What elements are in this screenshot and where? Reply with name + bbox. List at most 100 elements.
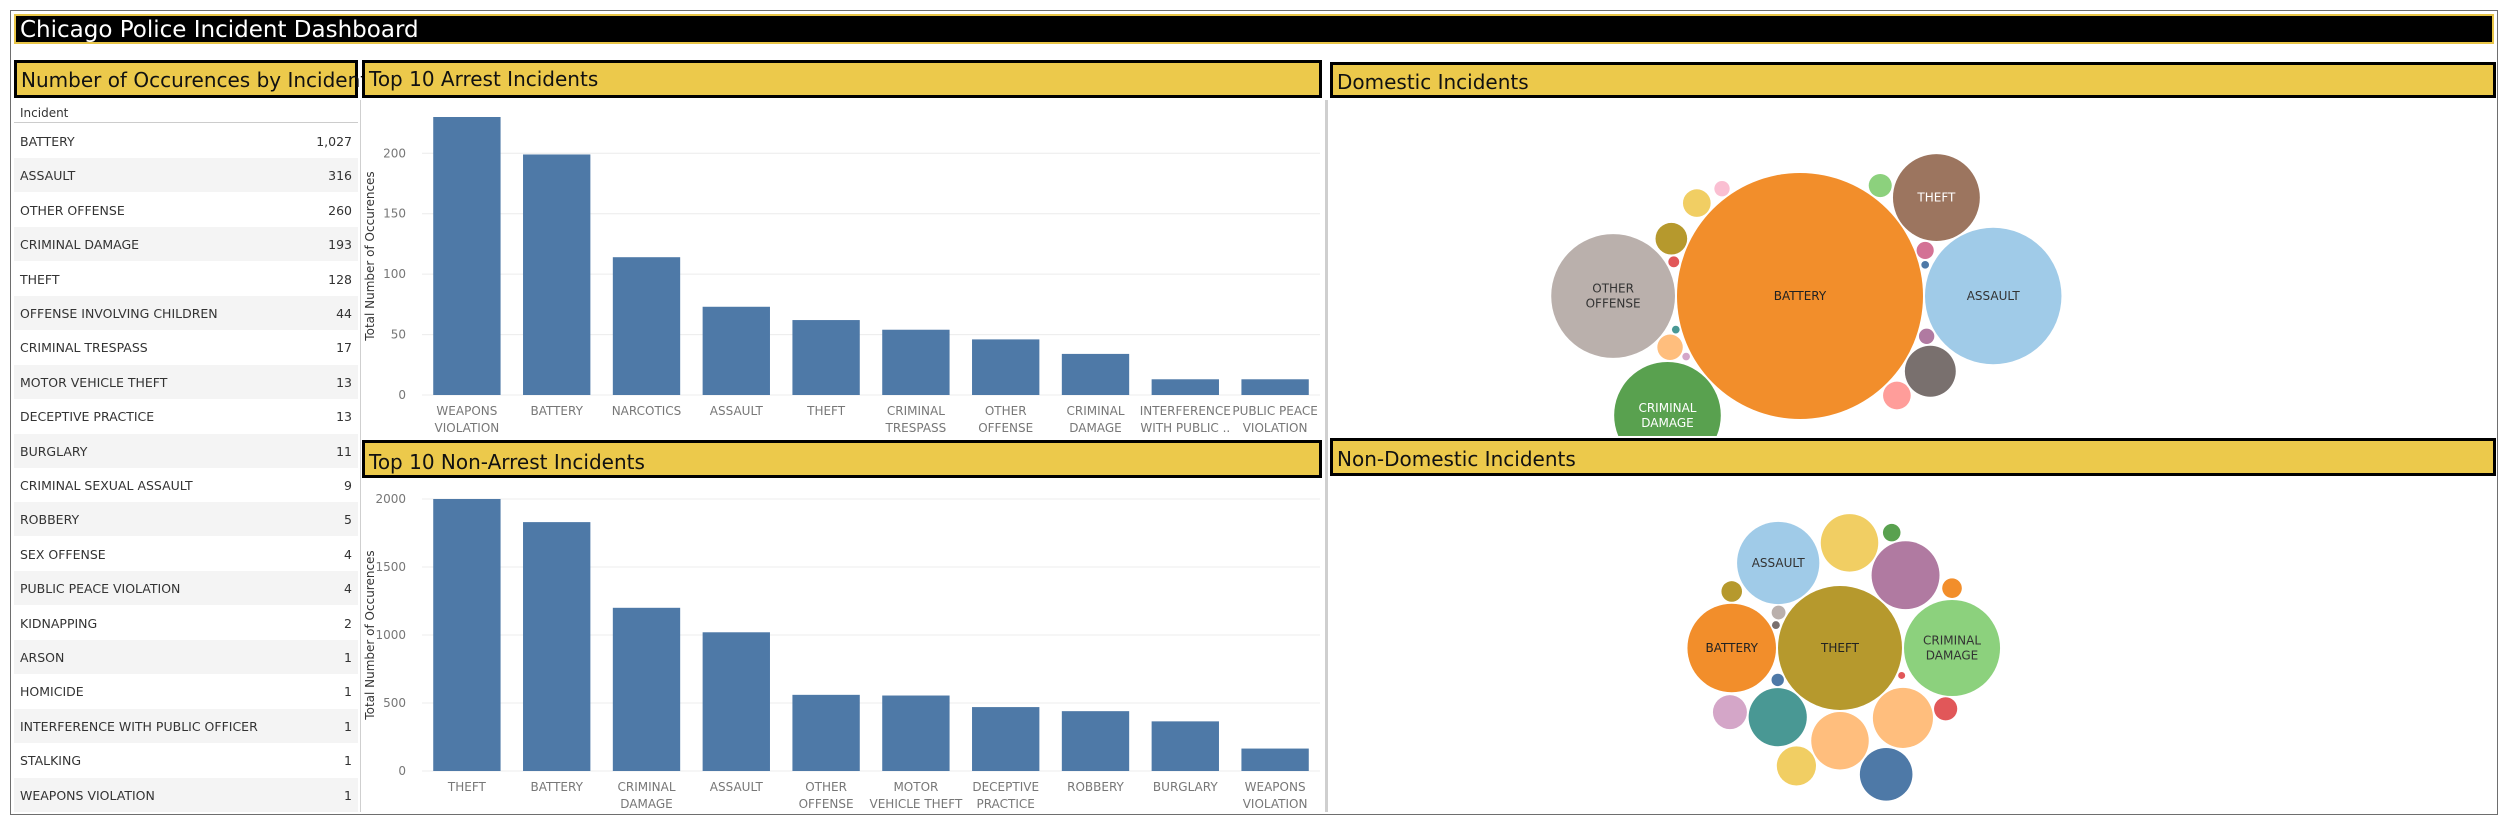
bar[interactable] — [882, 695, 950, 771]
bubble[interactable] — [1925, 227, 2062, 365]
table-row: BATTERY 1,027 — [14, 124, 358, 158]
bar[interactable] — [792, 320, 860, 395]
x-tick-label: DAMAGE — [1069, 421, 1121, 435]
table-row: WEAPONS VIOLATION 1 — [14, 777, 358, 812]
bubble[interactable] — [1655, 222, 1688, 255]
bar[interactable] — [433, 499, 501, 771]
bubble[interactable] — [1921, 260, 1930, 269]
x-tick-label: CRIMINAL — [887, 404, 945, 418]
bar[interactable] — [1151, 721, 1219, 771]
bar[interactable] — [523, 154, 591, 395]
x-tick-label: OFFENSE — [799, 797, 854, 810]
table-row: BURGLARY 11 — [14, 433, 358, 468]
x-tick-label: VIOLATION — [1243, 797, 1308, 810]
x-tick-label: ASSAULT — [710, 404, 764, 418]
incident-column-header: Incident — [20, 106, 69, 120]
bubble[interactable] — [1778, 586, 1902, 710]
bubble[interactable] — [1682, 189, 1711, 217]
occurrences-panel-header: Number of Occurences by Incident — [14, 60, 368, 98]
bubble[interactable] — [1776, 746, 1816, 786]
table-row: MOTOR VEHICLE THEFT 13 — [14, 364, 358, 399]
occurrences-panel-title: Number of Occurences by Incident — [21, 68, 369, 92]
incident-count: 1 — [344, 753, 352, 769]
bubble[interactable] — [1614, 362, 1721, 436]
bubble[interactable] — [1551, 234, 1675, 358]
bubble[interactable] — [1904, 345, 1956, 397]
bar[interactable] — [702, 632, 770, 771]
bubble[interactable] — [1871, 541, 1940, 610]
bar[interactable] — [702, 306, 770, 395]
table-row: DECEPTIVE PRACTICE 13 — [14, 399, 358, 433]
bar[interactable] — [612, 257, 681, 395]
bubble[interactable] — [1682, 352, 1690, 361]
x-tick-label: WEAPONS — [436, 404, 497, 418]
y-tick-label: 50 — [391, 328, 406, 342]
bar[interactable] — [1061, 711, 1130, 771]
bar[interactable] — [792, 694, 860, 771]
x-tick-label: DECEPTIVE — [972, 780, 1039, 794]
bubble[interactable] — [1748, 688, 1807, 747]
incident-count: 44 — [336, 306, 352, 321]
bubble[interactable] — [1904, 599, 2001, 697]
x-tick-label: OTHER — [805, 780, 847, 794]
y-tick-label: 0 — [398, 764, 406, 778]
bubble[interactable] — [1820, 514, 1879, 572]
bar[interactable] — [1061, 353, 1130, 395]
x-tick-label: PRACTICE — [977, 797, 1035, 810]
table-row: HOMICIDE 1 — [14, 674, 358, 708]
incident-label: SEX OFFENSE — [20, 546, 106, 562]
bubble[interactable] — [1721, 581, 1743, 602]
bubble[interactable] — [1677, 173, 1923, 419]
bubble[interactable] — [1668, 256, 1680, 268]
bar[interactable] — [433, 117, 501, 395]
bar[interactable] — [1151, 379, 1219, 395]
bubble[interactable] — [1687, 603, 1776, 693]
x-tick-label: NARCOTICS — [612, 404, 682, 418]
bubble[interactable] — [1942, 578, 1962, 598]
bar[interactable] — [523, 522, 591, 771]
bubble[interactable] — [1714, 180, 1730, 197]
table-row: OFFENSE INVOLVING CHILDREN 44 — [14, 296, 358, 330]
y-axis-label: Total Number of Occurences — [363, 550, 377, 720]
incident-label: CRIMINAL DAMAGE — [20, 237, 140, 253]
incident-label: DECEPTIVE PRACTICE — [20, 409, 155, 425]
bubble[interactable] — [1898, 671, 1906, 679]
bubble[interactable] — [1882, 523, 1901, 542]
bubble[interactable] — [1771, 621, 1780, 630]
bubble[interactable] — [1868, 174, 1892, 198]
bubble-label: OFFENSE — [1586, 297, 1641, 311]
y-tick-label: 1500 — [375, 560, 406, 574]
table-row: ARSON 1 — [14, 640, 358, 674]
bubble[interactable] — [1811, 712, 1869, 770]
x-tick-label: CRIMINAL — [1066, 404, 1124, 418]
bubble[interactable] — [1918, 328, 1935, 344]
bubble[interactable] — [1883, 381, 1911, 410]
bubble[interactable] — [1872, 687, 1933, 748]
bubble[interactable] — [1657, 334, 1683, 360]
incident-table-header: Incident — [14, 104, 358, 123]
bubble[interactable] — [1771, 605, 1786, 620]
x-tick-label: OTHER — [985, 404, 1027, 418]
bubble[interactable] — [1771, 673, 1784, 687]
bar[interactable] — [972, 707, 1040, 771]
bubble[interactable] — [1892, 154, 1980, 241]
incident-label: ARSON — [20, 650, 65, 665]
bar[interactable] — [1241, 748, 1309, 771]
bubble[interactable] — [1934, 697, 1958, 721]
x-tick-label: VIOLATION — [435, 421, 500, 435]
bubble[interactable] — [1671, 325, 1680, 334]
bubble[interactable] — [1712, 695, 1747, 730]
bubble[interactable] — [1737, 521, 1820, 605]
bubble-label: CRIMINAL — [1638, 401, 1696, 415]
bar[interactable] — [612, 607, 681, 771]
bar[interactable] — [972, 339, 1040, 395]
table-row: THEFT 128 — [14, 262, 358, 296]
bar[interactable] — [1241, 379, 1309, 395]
y-tick-label: 2000 — [375, 492, 406, 506]
incident-label: HOMICIDE — [20, 684, 84, 700]
bar[interactable] — [882, 329, 950, 395]
bubble[interactable] — [1859, 747, 1913, 801]
bubble[interactable] — [1916, 241, 1934, 259]
incident-count: 1 — [344, 718, 352, 734]
